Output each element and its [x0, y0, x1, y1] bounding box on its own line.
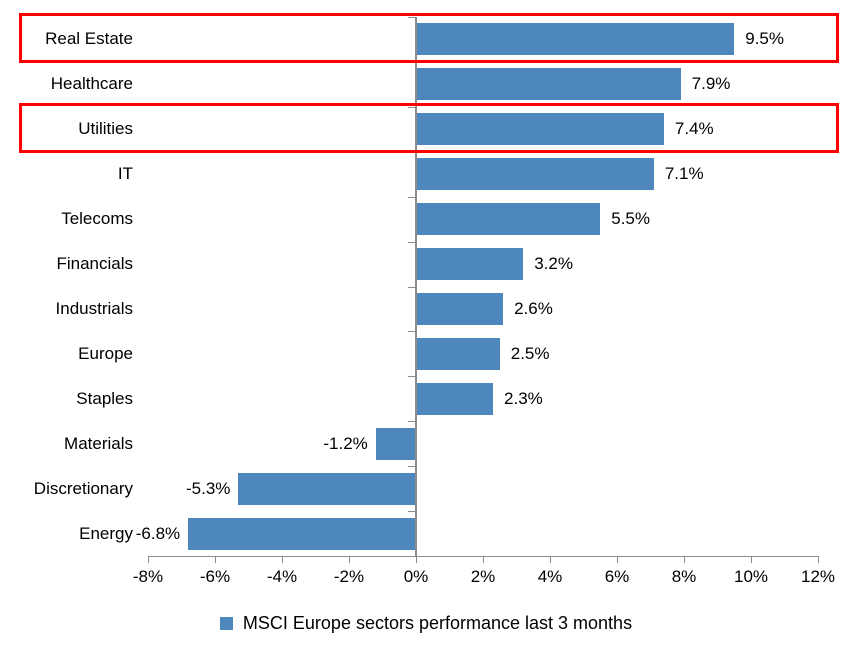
value-label: 2.3% [504, 388, 543, 408]
category-label: Industrials [55, 298, 133, 318]
value-label: 7.1% [664, 164, 704, 184]
x-tick-label: 12% [800, 567, 836, 586]
category-axis-tick [408, 241, 416, 243]
category-axis-tick [408, 196, 416, 198]
x-tick-label: 4% [537, 567, 563, 586]
bar [416, 203, 601, 236]
category-label: Materials [64, 433, 133, 453]
category-label: Financials [56, 254, 133, 274]
bar [238, 472, 416, 505]
legend: MSCI Europe sectors performance last 3 m… [0, 611, 852, 635]
bar [416, 382, 494, 415]
x-axis-tick [617, 556, 618, 563]
x-axis-tick [550, 556, 551, 563]
x-axis-tick [483, 556, 484, 563]
x-tick-label: 2% [470, 567, 496, 586]
value-label: 9.5% [745, 29, 784, 49]
category-label: Real Estate [45, 29, 133, 49]
bar [188, 517, 416, 550]
x-tick-label: 8% [671, 567, 697, 586]
value-label: -1.2% [323, 433, 368, 453]
category-axis-tick [408, 421, 416, 423]
value-label: -5.3% [186, 478, 231, 498]
x-axis-tick [215, 556, 216, 563]
x-tick-label: 10% [733, 567, 769, 586]
value-label: 5.5% [611, 209, 650, 229]
value-label: -6.8% [135, 523, 181, 543]
category-label: Energy [79, 523, 133, 543]
x-axis-tick [349, 556, 350, 563]
category-label: Healthcare [50, 74, 133, 94]
x-axis-tick [416, 556, 417, 563]
category-axis-tick [408, 286, 416, 288]
highlight-box [19, 102, 839, 153]
highlight-box [19, 13, 839, 63]
bar [416, 337, 500, 370]
value-label: 7.4% [674, 119, 714, 139]
x-axis-tick [684, 556, 685, 563]
value-label: 7.9% [691, 74, 731, 94]
value-label: 3.2% [534, 254, 573, 274]
x-axis-tick [282, 556, 283, 563]
bar [416, 113, 664, 146]
bar [416, 292, 504, 325]
category-axis-tick [408, 17, 416, 18]
category-axis-tick [408, 376, 416, 378]
legend-label: MSCI Europe sectors performance last 3 m… [242, 613, 633, 633]
bar [416, 23, 735, 56]
x-tick-label: 0% [403, 567, 429, 586]
legend-marker-icon [219, 616, 233, 630]
bar [416, 158, 654, 191]
x-axis-tick [148, 556, 149, 563]
category-label: IT [117, 164, 133, 184]
x-axis-tick [751, 556, 752, 563]
category-label: Utilities [78, 119, 133, 139]
x-axis-tick [818, 556, 819, 563]
bar [375, 427, 416, 460]
bar [416, 248, 524, 281]
bar [416, 68, 681, 101]
x-tick-label: -2% [333, 567, 365, 586]
category-axis-tick [408, 331, 416, 333]
category-axis-tick [408, 466, 416, 468]
x-tick-label: -4% [266, 567, 298, 586]
x-tick-label: 6% [604, 567, 630, 586]
value-label: 2.5% [510, 343, 550, 363]
category-label: Telecoms [61, 209, 133, 229]
category-label: Discretionary [33, 478, 133, 498]
zero-axis-line [415, 17, 417, 556]
category-label: Europe [78, 343, 133, 363]
x-tick-label: -8% [132, 567, 164, 586]
x-tick-label: -6% [199, 567, 231, 586]
category-label: Staples [76, 388, 133, 408]
category-axis-tick [408, 511, 416, 513]
value-label: 2.6% [514, 298, 553, 318]
category-axis-tick [408, 106, 416, 108]
